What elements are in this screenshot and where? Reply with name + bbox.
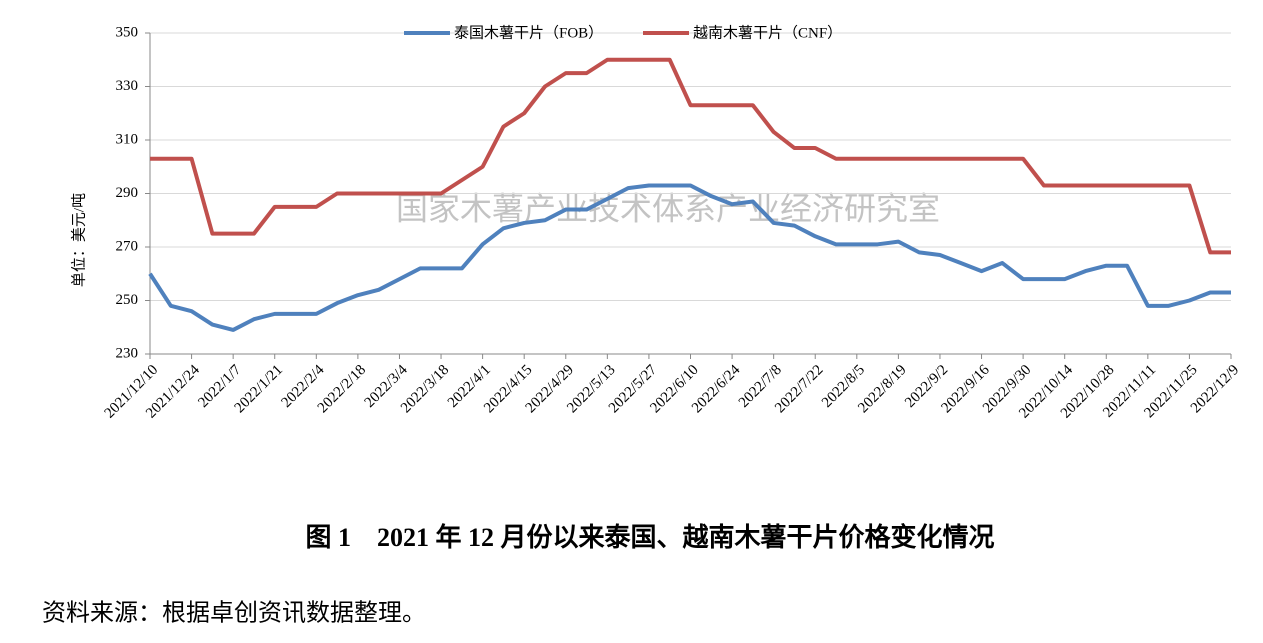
legend-label: 越南木薯干片（CNF） [693,24,842,41]
y-tick-label: 230 [116,345,139,361]
legend-label: 泰国木薯干片（FOB） [454,24,603,41]
caption: 图 1 2021 年 12 月份以来泰国、越南木薯干片价格变化情况 [305,522,994,552]
watermark: 国家木薯产业技术体系产业经济研究室 [396,190,940,226]
y-tick-label: 250 [116,292,139,308]
series-line [148,183,1231,332]
y-tick-label: 330 [116,78,139,94]
y-tick-label: 350 [116,24,139,40]
source-note: 资料来源：根据卓创资讯数据整理。 [42,600,426,627]
y-tick-label: 310 [116,131,139,147]
series-line [150,57,1231,255]
y-axis-label: 单位：美元/吨 [70,193,87,287]
y-tick-label: 270 [116,238,139,254]
y-tick-label: 290 [116,185,139,201]
